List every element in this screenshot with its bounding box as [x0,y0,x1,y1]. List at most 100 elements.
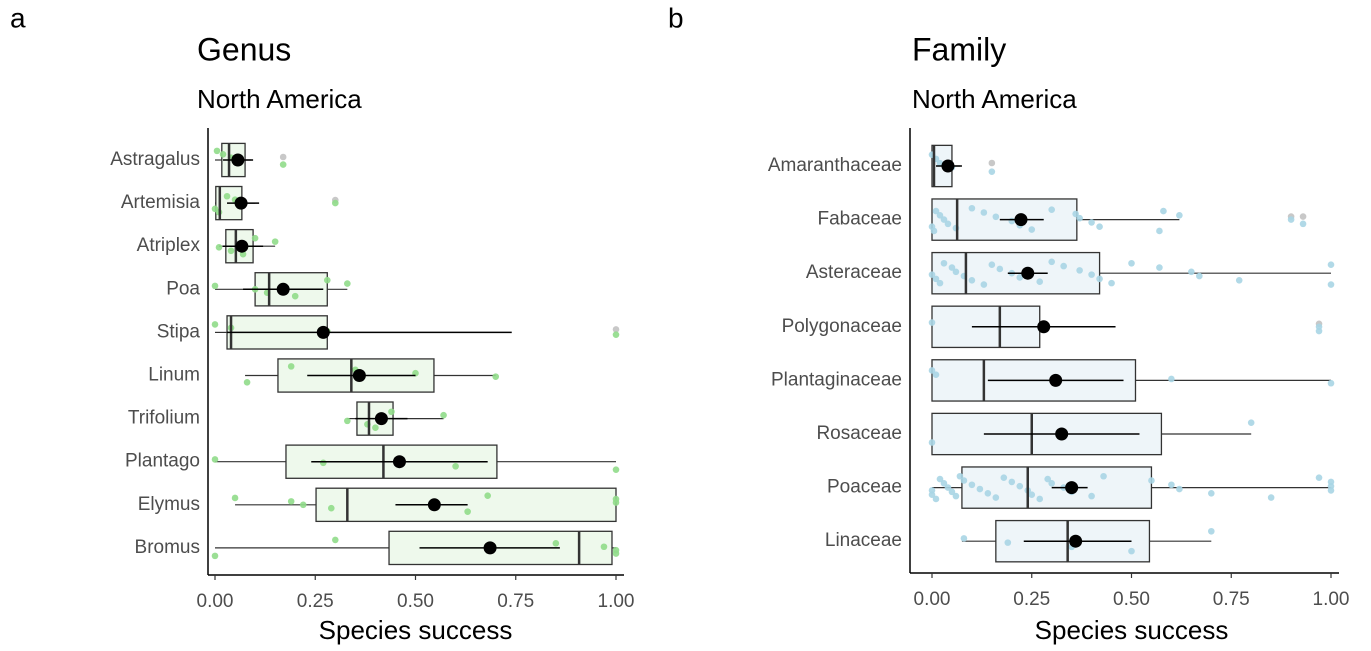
jitter-point [1044,475,1052,483]
category-label: Rosaceae [816,423,902,444]
jitter-point [1076,267,1083,274]
outlier [279,153,287,161]
jitter-point [944,220,952,228]
mean [1037,320,1051,334]
category-label: Plantago [125,451,200,472]
jitter-point [243,379,251,386]
jitter-point [344,280,351,287]
jitter-point [1160,207,1167,215]
category-label: Poa [166,278,200,299]
x-tick-label: 1.00 [1313,589,1350,610]
jitter-point [936,212,944,219]
jitter-point [1188,268,1195,276]
jitter-point [1076,214,1083,222]
jitter-point [1016,482,1024,490]
jitter-point [223,192,231,200]
jitter-point [1128,547,1135,555]
outlier [988,159,996,167]
jitter-point [215,244,223,251]
jitter-point [980,209,988,216]
jitter-point [952,268,960,276]
jitter-point [1327,379,1335,387]
jitter-point [1036,278,1044,286]
jitter-point [1088,492,1095,500]
jitter-point [1128,259,1135,267]
jitter-point [940,216,948,223]
x-axis-label: Species success [319,615,513,645]
jitter-point [452,462,459,470]
jitter-point [388,408,395,416]
x-axis-label: Species success [1035,615,1229,645]
mean [276,282,290,296]
jitter-point [992,213,1000,221]
jitter-point [327,504,335,512]
x-tick-label: 0.50 [397,591,434,612]
category-label: Amaranthaceae [768,155,902,176]
jitter-point [600,543,608,551]
jitter-point [948,488,956,496]
mean [231,153,245,167]
jitter-point [944,484,952,491]
jitter-point [1327,261,1335,268]
mean [374,412,388,426]
jitter-point [332,199,339,207]
jitter-point [932,207,940,215]
jitter-point [960,535,968,542]
jitter-point [291,292,299,300]
jitter-point [1004,539,1012,546]
x-tick-label: 1.00 [598,591,635,612]
category-label: Astragalus [110,149,200,170]
mean [1065,481,1079,495]
x-tick-label: 0.50 [1113,589,1150,610]
jitter-point [227,247,235,255]
jitter-point [1088,219,1095,226]
jitter-point [1315,327,1323,335]
jitter-point [1176,212,1183,219]
jitter-point [1028,226,1036,233]
jitter-point [1168,375,1175,383]
jitter-point [464,508,471,515]
category-label: Atriplex [137,235,201,256]
jitter-point [323,276,331,284]
jitter-point [372,424,379,432]
mean [1049,373,1063,387]
jitter-point [612,499,620,506]
jitter-point [271,238,279,245]
jitter-point [251,234,259,242]
jitter-point [1060,262,1067,270]
jitter-point [1016,274,1024,281]
chart-subtitle: North America [912,84,1077,114]
jitter-point [928,367,936,374]
jitter-point [211,321,219,328]
panel-label: b [668,2,684,33]
jitter-point [976,485,984,493]
jitter-point [440,411,447,419]
jitter-point [484,492,491,499]
jitter-point [928,271,936,278]
jitter-point [1176,485,1183,493]
jitter-point [1000,474,1008,481]
jitter-point [968,481,976,489]
jitter-point [1048,258,1055,266]
jitter-point [936,279,944,287]
category-label: Linaceae [825,530,902,551]
jitter-point [1208,489,1215,497]
x-tick-label: 0.00 [197,591,234,612]
jitter-point [1008,217,1016,225]
mean [427,498,441,512]
category-label: Artemisia [121,192,201,213]
jitter-point [1072,210,1079,218]
jitter-point [928,439,936,446]
chart-subtitle: North America [197,84,362,114]
jitter-point [1048,480,1055,487]
mean [1014,213,1028,227]
jitter-point [952,492,960,500]
jitter-point [1327,281,1335,288]
category-label: Plantaginaceae [771,369,902,390]
jitter-point [1168,481,1175,489]
x-tick-label: 0.75 [1213,589,1250,610]
category-label: Polygonaceae [782,316,902,337]
jitter-point [968,204,976,212]
outlier [1299,213,1307,220]
jitter-point [1267,494,1275,501]
